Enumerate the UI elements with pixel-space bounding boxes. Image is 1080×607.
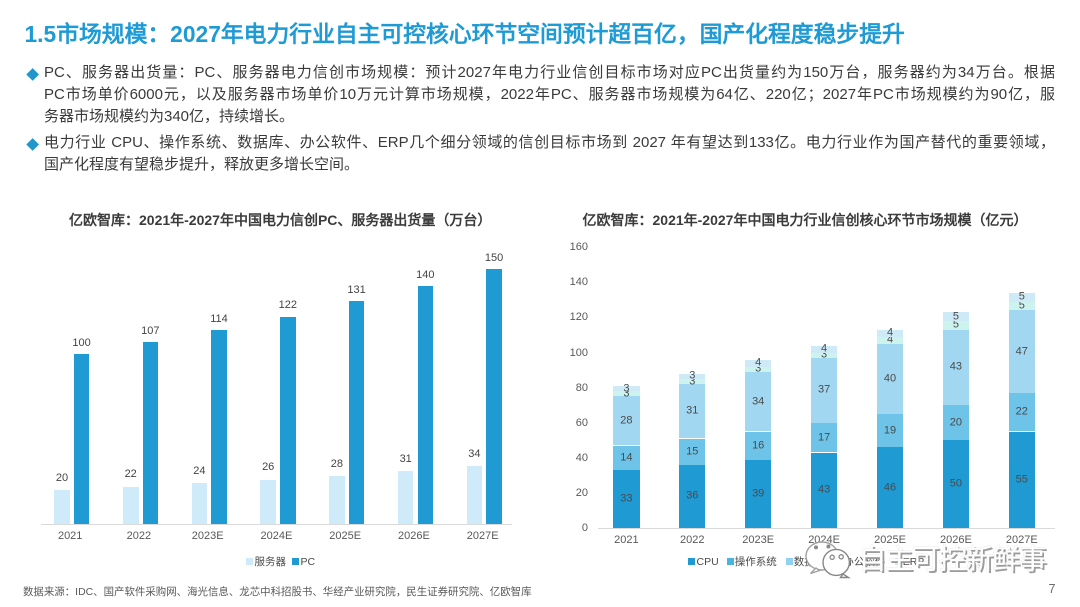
svg-text:自主可控新鲜事: 自主可控新鲜事 [859, 544, 1046, 575]
svg-text:自主可控新鲜事: 自主可控新鲜事 [860, 545, 1047, 576]
